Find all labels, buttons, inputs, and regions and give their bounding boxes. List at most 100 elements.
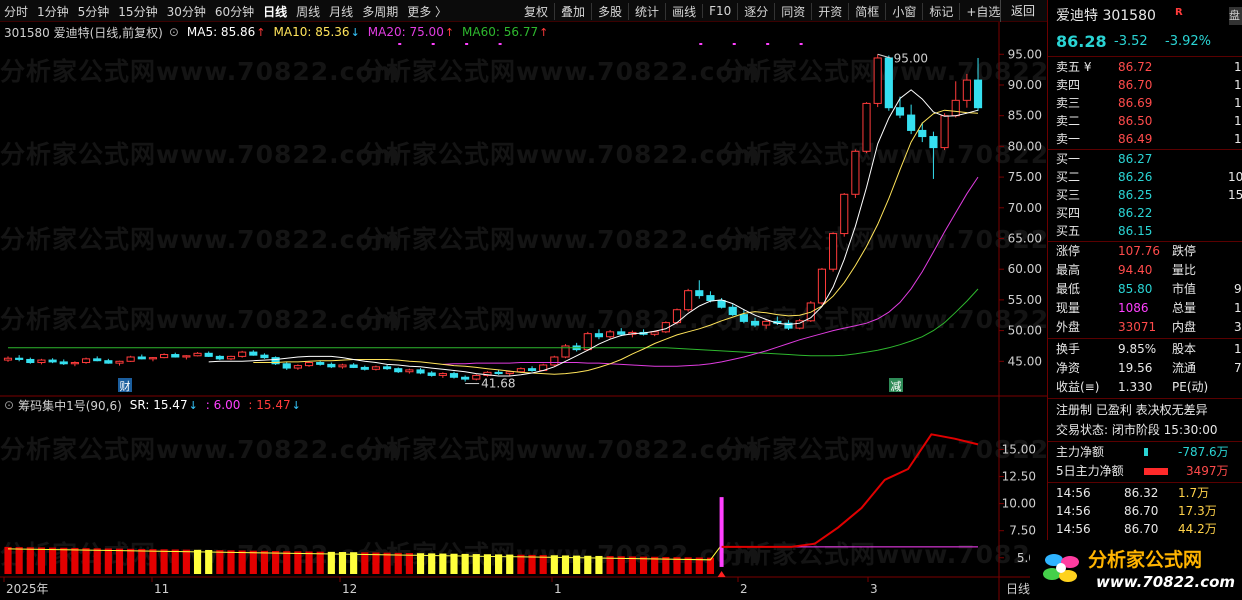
ask-row: 卖一 86.49 1 [1048, 130, 1242, 149]
date-label: 1 [554, 582, 562, 596]
main-net5-label: 5日主力净额 [1056, 464, 1124, 478]
ma10-line [253, 109, 979, 375]
tool-button[interactable]: 标记 [922, 2, 959, 20]
candle-body [182, 355, 191, 358]
chip-bar [171, 549, 179, 574]
period-tab[interactable]: 15分钟 [118, 4, 158, 19]
sub-axis-label: 15.00 [1002, 442, 1036, 456]
candle-body [784, 322, 793, 329]
up-arrow-icon: ↑ [444, 25, 455, 39]
logo-title: 分析家公式网 [1088, 548, 1202, 571]
period-tab[interactable]: 30分钟 [166, 4, 206, 19]
stat-value: 9.85% [1118, 342, 1157, 356]
period-tab[interactable]: 分时 [4, 4, 29, 19]
ask-price: 86.70 [1118, 78, 1153, 92]
back-button[interactable]: 返回 [1000, 0, 1045, 22]
period-tab[interactable]: 周线 [296, 4, 321, 19]
candle-body [193, 352, 202, 357]
candle-body [171, 354, 180, 358]
date-label: 2 [740, 582, 748, 596]
settings-icon[interactable]: ⊙ [4, 398, 15, 412]
tool-button[interactable]: 同资 [774, 2, 811, 20]
stat-value: 107.76 [1118, 244, 1160, 258]
candle-body [583, 333, 592, 351]
chip-bar [216, 550, 224, 574]
main-net-label: 主力净额 [1056, 445, 1105, 459]
top-toolbar: 分时 1分钟 5分钟 15分钟 30分钟 60分钟 日线 周线 月线 多周期 更多 〉 复权 叠加 多股… [0, 0, 1242, 22]
candle-body [282, 363, 291, 369]
side-tab[interactable]: 盘 [1229, 7, 1242, 25]
candle-body [360, 366, 369, 370]
kline-chart[interactable]: 95.00 90.00 85.00 80.00 75.00 70.00 65.00 60.00… [0, 22, 1047, 600]
tool-button[interactable]: 统计 [628, 2, 665, 20]
tool-button[interactable]: 复权 [524, 4, 549, 19]
main-net-value: -787.6万 [1178, 445, 1229, 459]
candle-body [884, 57, 893, 109]
chip-bar [673, 557, 681, 574]
candle-body [260, 354, 269, 359]
tool-button[interactable]: 简框 [848, 2, 885, 20]
bid-row: 买四 86.22 [1048, 204, 1242, 223]
tool-button[interactable]: 叠加 [554, 2, 591, 20]
indicator-name: 筹码集中1号(90,6) [18, 398, 122, 413]
bid-label: 买五 [1056, 224, 1081, 238]
settings-icon[interactable]: ⊙ [168, 25, 179, 39]
bid-price: 86.22 [1118, 206, 1153, 220]
period-tab[interactable]: 5分钟 [77, 4, 110, 19]
candle-body [416, 369, 425, 374]
chip-bar [506, 554, 514, 574]
period-tab[interactable]: 60分钟 [214, 4, 255, 19]
r-badge: R [1175, 7, 1183, 18]
candle-body [405, 369, 414, 373]
jian-badge[interactable] [889, 378, 903, 392]
candle-body [293, 365, 302, 369]
chip-bar [182, 549, 190, 574]
tool-button[interactable]: +自选 [959, 2, 1006, 20]
period-tab[interactable]: 多周期 [362, 4, 399, 19]
stat-label: 最高 [1056, 263, 1081, 277]
period-tab[interactable]: 月线 [329, 4, 354, 19]
sr-line [721, 433, 979, 548]
tool-button[interactable]: 画线 [665, 2, 702, 20]
candle-body [104, 360, 113, 364]
ask-label: 卖一 [1056, 132, 1081, 146]
candle-body [304, 362, 314, 367]
period-tab[interactable]: 更多 〉 [407, 4, 448, 19]
candle-body [840, 193, 849, 235]
price-axis-label: 55.00 [1008, 293, 1042, 307]
stat-row: 现量 1086 总量 1 [1048, 299, 1242, 318]
chip-bar [461, 553, 469, 574]
chip-bar [104, 548, 112, 574]
stat-row: 最高 94.40 量比 [1048, 261, 1242, 280]
tick-row: 14:56 86.70 17.3万 [1048, 502, 1242, 521]
stat-label: 内盘 [1172, 320, 1197, 334]
stock-name: 爱迪特 301580 [1056, 8, 1156, 24]
down-arrow-icon: ↓ [291, 398, 301, 412]
signal-dot [699, 43, 703, 45]
candle-body [895, 107, 905, 116]
cai-badge[interactable] [118, 378, 132, 392]
candle-body [160, 354, 169, 359]
period-tab[interactable]: 1分钟 [37, 4, 69, 19]
tool-button[interactable]: 逐分 [737, 2, 774, 20]
chip-bar [372, 552, 380, 574]
tool-button[interactable]: F10 [702, 4, 737, 18]
tool-button[interactable]: 开资 [811, 2, 848, 20]
site-logo: 分析家公式网 www.70822.com [1030, 540, 1242, 600]
candle-body [650, 331, 659, 335]
stock-title: 301580 爱迪特(日线,前复权) [4, 25, 163, 40]
price-axis-label: 75.00 [1008, 170, 1042, 184]
indicator-v2: : 15.47 [248, 398, 291, 412]
signal-dot [398, 43, 402, 45]
tool-button[interactable]: 多股 [591, 2, 628, 20]
price-axis-label: 70.00 [1008, 201, 1042, 215]
chip-bar [528, 554, 536, 574]
stat-label: 净资 [1056, 361, 1081, 375]
period-tab[interactable]: 日线 [263, 4, 288, 19]
sub-axis-label: 7.50 [1009, 524, 1036, 538]
tool-button[interactable]: 小窗 [885, 2, 922, 20]
tick-row: 14:56 86.32 1.7万 [1048, 484, 1242, 503]
stat-value: 1086 [1118, 301, 1149, 315]
candle-body [115, 360, 124, 364]
price-axis-label: 45.00 [1008, 354, 1042, 368]
